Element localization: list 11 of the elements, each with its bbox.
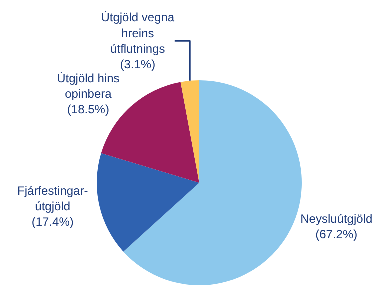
slice-label: Neysluútgjöld	[300, 212, 373, 226]
slice-label: Fjárfestingar-útgjöld	[18, 184, 88, 214]
data-label: (67.2%)	[316, 228, 358, 242]
data-label: (17.4%)	[32, 215, 74, 230]
pie-slice	[97, 153, 200, 252]
pie-slice	[124, 80, 302, 286]
slice-label: Útgjöld hins opinbera	[57, 72, 120, 102]
slice-label: Útgjöld vegna hreins útflutnings	[101, 10, 175, 56]
pie-slice	[180, 80, 200, 183]
data-label: (18.5%)	[67, 102, 110, 117]
data-label: (3.1%)	[120, 58, 156, 72]
